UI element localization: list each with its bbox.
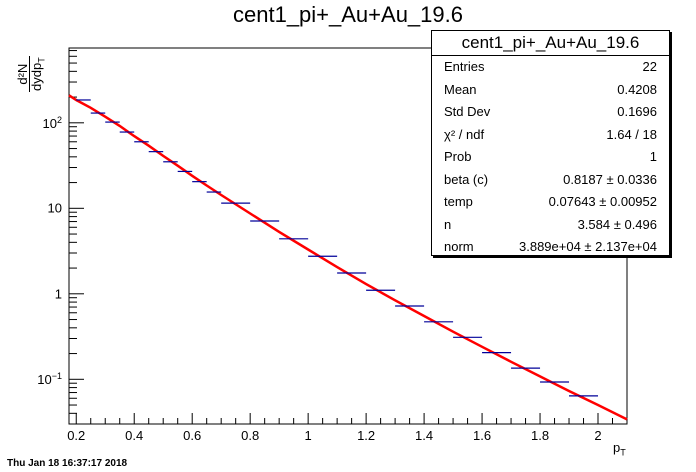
x-tick-label: 0.8 [241,428,260,443]
stats-value: 0.07643 ± 0.00952 [548,194,657,209]
stats-box: cent1_pi+_Au+Au_19.6 Entries 22 Mean 0.4208… [431,30,670,256]
stats-key: beta (c) [444,171,489,187]
stats-key: Prob [444,149,472,164]
stats-row: temp 0.07643 ± 0.00952 [432,191,669,214]
stats-value: 1 [649,149,657,164]
stats-key: temp [444,194,473,209]
stats-key: Std Dev [444,104,491,119]
x-tick-label: 0.2 [67,428,86,443]
stats-row: Entries 22 [432,56,669,79]
fit-curve [68,94,628,421]
stats-row: Mean 0.4208 [432,79,669,102]
stats-row: Prob 1 [432,146,669,169]
x-axis-ticks [75,413,628,424]
x-tick-label: 1.6 [473,428,492,443]
stats-box-title: cent1_pi+_Au+Au_19.6 [432,31,669,56]
x-tick-label: 0.4 [125,428,144,443]
x-tick-label: 1 [304,428,312,443]
stats-value: 1.64 / 18 [606,126,657,142]
chart-title: cent1_pi+_Au+Au_19.6 [233,2,463,27]
timestamp-footer: Thu Jan 18 16:37:17 2018 [7,458,128,469]
stats-key: norm [444,239,474,254]
stats-key: Entries [444,59,485,74]
stats-value: 3.889e+04 ± 2.137e+04 [519,239,657,254]
y-tick-label: 102 [42,114,62,131]
fit-line [68,94,628,421]
stats-row: norm 3.889e+04 ± 2.137e+04 [432,236,669,259]
y-tick-label: 10 [47,200,62,216]
x-tick-label: 2 [594,428,602,443]
x-axis-label: pT [613,440,626,458]
stats-value: 22 [642,59,657,74]
stats-key: Mean [444,81,477,97]
stats-value: 3.584 ± 0.496 [577,216,657,232]
data-points [76,99,599,397]
stats-value: 0.8187 ± 0.0336 [563,171,657,187]
y-tick-label: 10−1 [37,371,62,388]
stats-row: beta (c) 0.8187 ± 0.0336 [432,169,669,192]
stats-row: Std Dev 0.1696 [432,101,669,124]
x-tick-label: 1.8 [530,428,550,443]
stats-key: χ² / ndf [444,126,485,142]
y-axis-ticks [69,50,84,425]
stats-row: n 3.584 ± 0.496 [432,214,669,237]
x-tick-label: 1.4 [415,428,434,443]
stats-value: 0.1696 [617,104,657,119]
stats-key: n [444,216,452,232]
stats-row: χ² / ndf 1.64 / 18 [432,124,669,147]
stats-box-rows: Entries 22 Mean 0.4208 Std Dev 0.1696 χ² / ndf… [432,56,669,259]
stats-value: 0.4208 [617,81,657,97]
x-tick-label: 0.6 [183,428,202,443]
y-tick-label: 1 [54,286,62,302]
x-tick-label: 1.2 [357,428,376,443]
